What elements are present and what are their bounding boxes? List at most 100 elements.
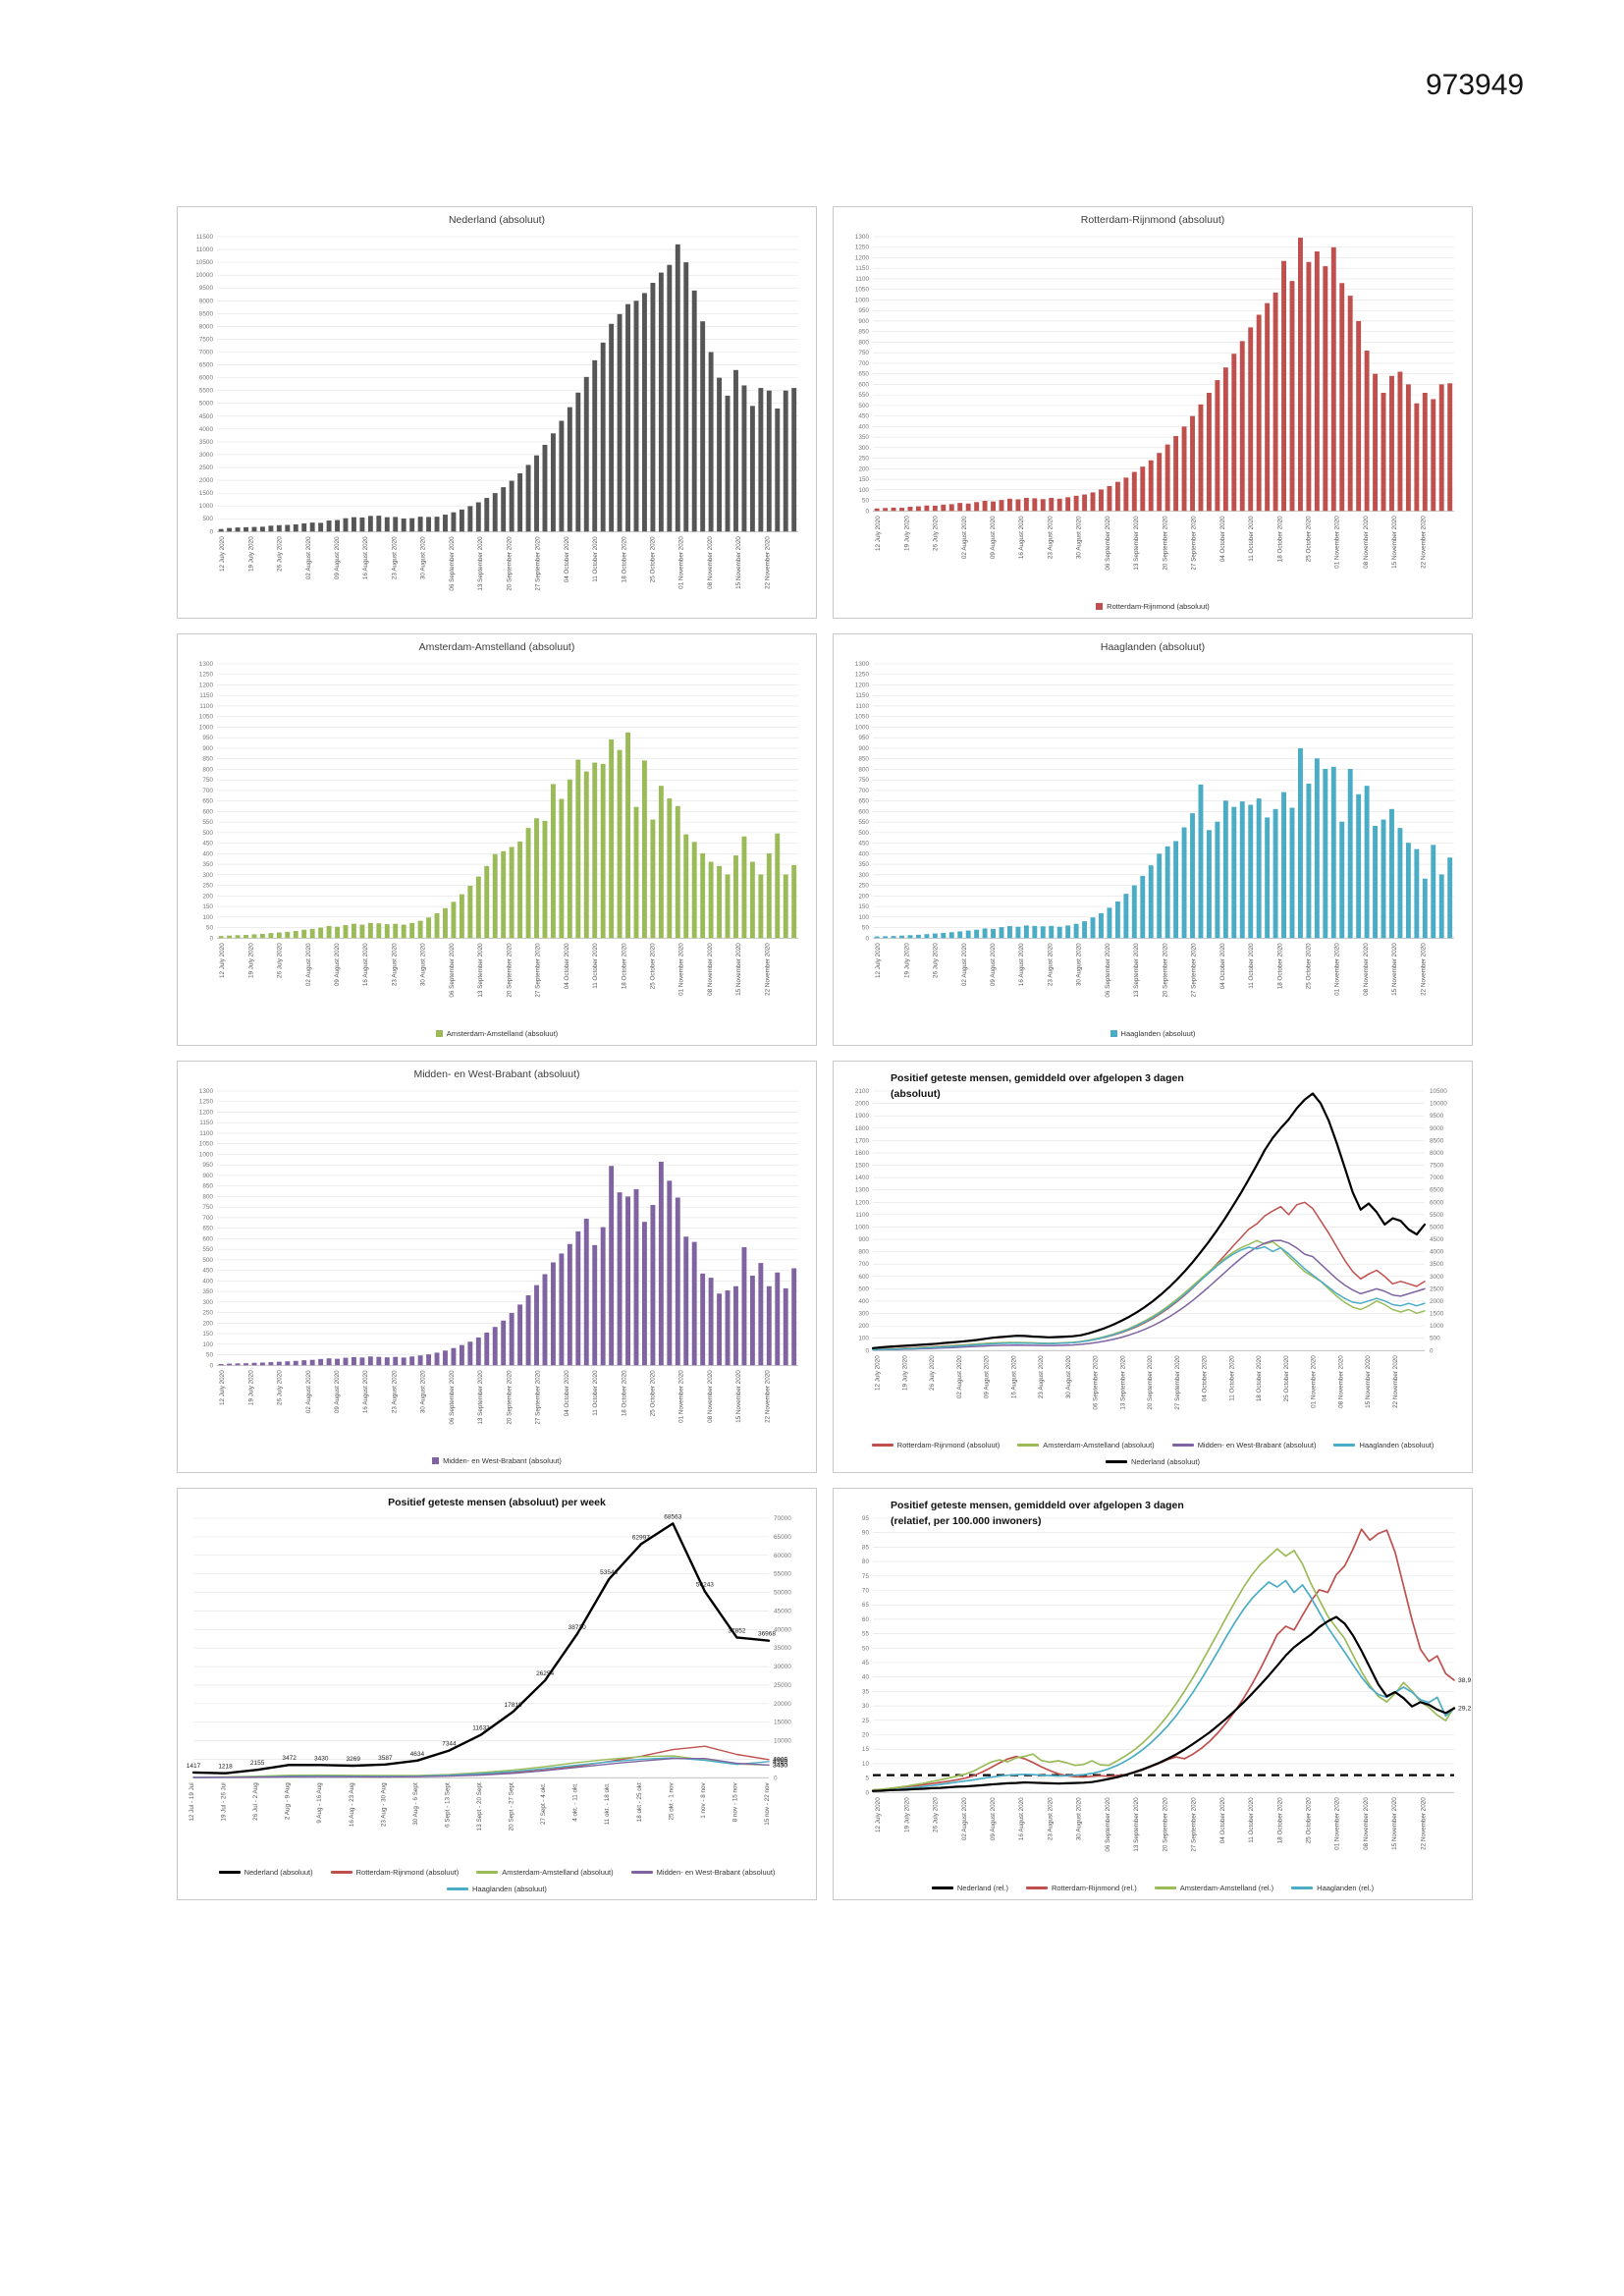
bar xyxy=(642,1222,647,1366)
bar xyxy=(948,932,954,939)
y-left-tick-label: 30 xyxy=(862,1703,870,1710)
y-left-tick-label: 1100 xyxy=(199,1130,213,1137)
bar xyxy=(542,820,548,939)
y-left-tick-label: 7000 xyxy=(199,350,214,356)
x-tick-label: 16 Aug - 23 Aug xyxy=(349,1782,355,1827)
chart-haaglanden-absoluut: Haaglanden (absoluut) 0 50 100 150 200 250 300… xyxy=(833,633,1473,1046)
y-left-tick-label: 650 xyxy=(202,1226,213,1232)
haaglanden-bar-plot: 0 50 100 150 200 250 300 350 400 450 500 550 600 650 7… xyxy=(834,634,1472,1045)
y-left-tick-label: 6000 xyxy=(199,375,214,382)
bar xyxy=(1173,841,1179,939)
page-number: 973949 xyxy=(1426,69,1525,101)
bar xyxy=(525,828,531,939)
bar xyxy=(1065,497,1071,512)
y-left-tick-label: 200 xyxy=(858,465,869,472)
bar xyxy=(492,1327,498,1366)
x-tick-label: 11 October 2020 xyxy=(1248,943,1255,989)
x-tick-label: 16 August 2020 xyxy=(1018,943,1025,986)
x-tick-label: 13 September 2020 xyxy=(477,536,484,591)
x-tick-label: 06 September 2020 xyxy=(1105,943,1111,998)
y-left-tick-label: 200 xyxy=(858,893,869,900)
point-label: 68563 xyxy=(664,1513,681,1520)
x-tick-label: 9 Aug - 16 Aug xyxy=(316,1782,323,1824)
y-left-tick-label: 50 xyxy=(206,925,214,932)
y-left-tick-label: 700 xyxy=(202,1215,213,1222)
series-end-label: 38,9 xyxy=(1458,1677,1471,1684)
y-left-tick-label: 2000 xyxy=(199,477,214,484)
x-tick-label: 09 August 2020 xyxy=(990,1797,997,1840)
bar xyxy=(567,779,572,939)
bar xyxy=(227,935,233,939)
x-tick-label: 15 November 2020 xyxy=(1391,943,1398,996)
bar xyxy=(259,1362,265,1366)
x-tick-label: 30 August 2020 xyxy=(420,1370,427,1413)
bar xyxy=(492,853,498,939)
bar xyxy=(326,520,332,532)
x-tick-label: 02 August 2020 xyxy=(305,536,312,579)
x-tick-label: 06 September 2020 xyxy=(449,1370,456,1425)
x-tick-label: 23 August 2020 xyxy=(391,943,398,986)
bar xyxy=(625,1196,630,1366)
bar xyxy=(625,303,630,532)
bar xyxy=(617,313,623,532)
legend-line-swatch xyxy=(218,1871,241,1874)
y-right-tick-label: 25000 xyxy=(774,1682,791,1689)
y-left-tick-label: 1150 xyxy=(855,692,869,699)
point-label: 2155 xyxy=(250,1760,265,1767)
bar xyxy=(1065,925,1071,939)
x-tick-label: 26 July 2020 xyxy=(277,943,284,978)
x-tick-label: 2 Aug - 9 Aug xyxy=(285,1782,292,1820)
bar xyxy=(335,926,340,939)
x-tick-label: 20 September 2020 xyxy=(506,943,513,998)
bar xyxy=(492,493,498,532)
y-left-tick-label: 1000 xyxy=(855,297,870,303)
series-line xyxy=(871,1092,1427,1349)
bar xyxy=(309,1359,315,1366)
y-left-tick-label: 0 xyxy=(209,935,213,942)
series-line xyxy=(191,1522,771,1775)
plot-svg: 0 500 1000 1500 2000 2500 3000 3500 4000 4500 5000… xyxy=(195,234,798,591)
bar xyxy=(1265,302,1271,512)
bar xyxy=(609,738,615,939)
y-left-tick-label: 0 xyxy=(209,1362,213,1369)
y-left-tick-label: 1300 xyxy=(199,661,214,668)
bar xyxy=(1181,426,1187,512)
point-label: 11633 xyxy=(472,1724,490,1731)
x-tick-label: 16 August 2020 xyxy=(362,536,369,579)
bar xyxy=(675,805,680,939)
bar xyxy=(766,852,772,939)
bar xyxy=(393,517,399,532)
bar xyxy=(675,244,680,532)
y-left-tick-label: 900 xyxy=(202,1173,213,1179)
y-right-tick-label: 2000 xyxy=(1430,1298,1444,1305)
x-tick-label: 22 November 2020 xyxy=(764,1370,771,1423)
bar xyxy=(766,390,772,532)
x-tick-label: 20 September 2020 xyxy=(1162,943,1168,998)
bar xyxy=(251,1362,257,1366)
bar xyxy=(359,1357,365,1366)
y-right-tick-label: 9500 xyxy=(1430,1113,1444,1120)
y-left-tick-label: 900 xyxy=(858,1236,869,1243)
x-tick-label: 30 August 2020 xyxy=(1065,1355,1072,1398)
bar xyxy=(1239,801,1245,939)
bar xyxy=(1032,498,1038,512)
y-left-tick-label: 2100 xyxy=(855,1088,870,1095)
bar xyxy=(335,519,340,532)
bar xyxy=(1447,383,1453,512)
bar xyxy=(575,392,581,532)
y-left-tick-label: 5 xyxy=(865,1776,869,1782)
x-tick-label: 02 August 2020 xyxy=(961,516,968,559)
y-left-tick-label: 450 xyxy=(858,413,869,420)
x-tick-label: 13 September 2020 xyxy=(477,943,484,998)
bar xyxy=(1190,415,1195,512)
bar xyxy=(1140,466,1146,512)
bar xyxy=(1289,281,1295,512)
x-tick-label: 22 November 2020 xyxy=(764,536,771,589)
y-right-tick-label: 50000 xyxy=(774,1590,791,1597)
y-right-tick-label: 55000 xyxy=(774,1571,791,1578)
bar xyxy=(567,1243,572,1366)
bar xyxy=(617,1192,623,1366)
bar-series xyxy=(218,732,797,939)
bar xyxy=(783,1287,788,1366)
point-label: 37852 xyxy=(728,1627,745,1634)
